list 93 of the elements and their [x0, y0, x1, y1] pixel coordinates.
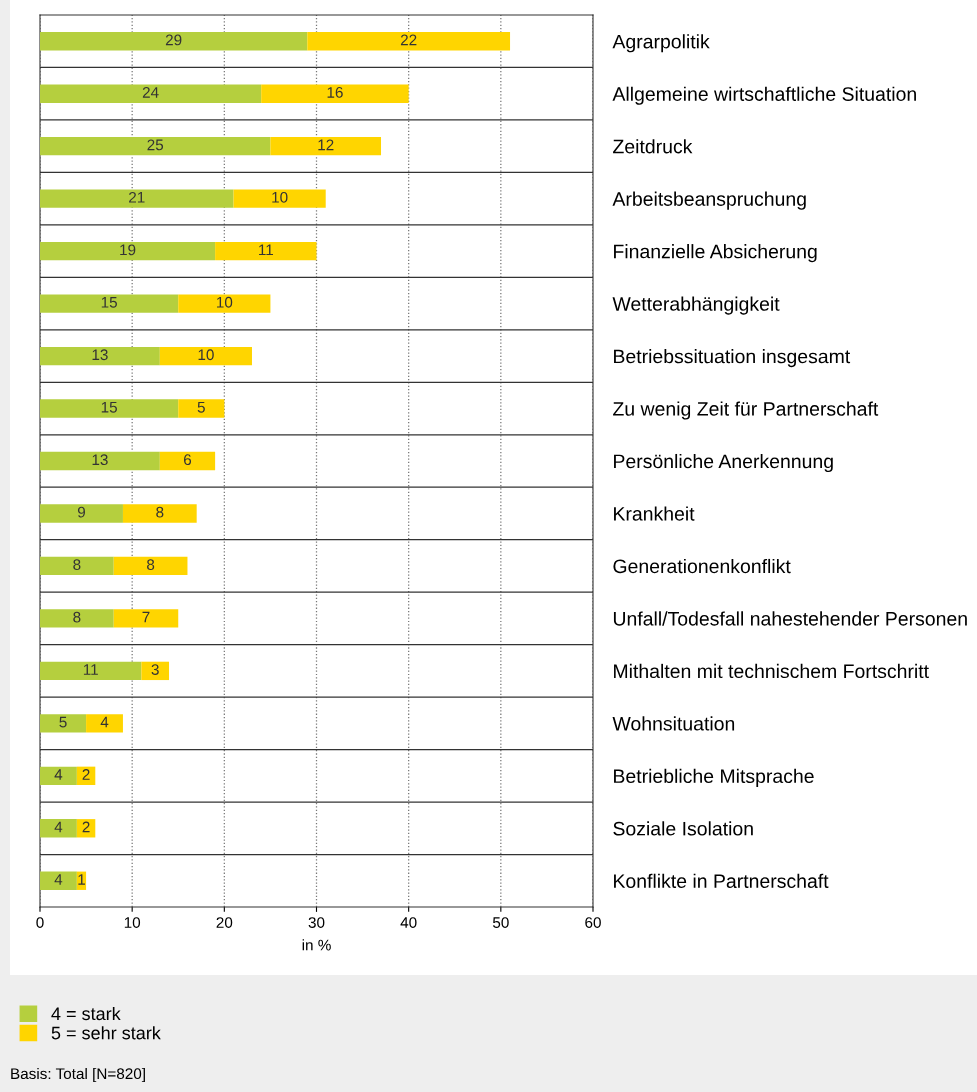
bar [40, 136, 271, 156]
y-tick-label: Agrarpolitik [612, 34, 710, 53]
bar [215, 241, 317, 261]
data-label: 1 [78, 874, 85, 885]
data-label: 5 [197, 401, 205, 413]
x-tick-label: 10 [124, 917, 141, 928]
legend-label: 5 = sehr stark [51, 1026, 161, 1040]
data-label: 11 [83, 664, 98, 675]
bar [40, 189, 234, 208]
data-label: 13 [92, 349, 108, 361]
y-tick-label: Zeitdruck [613, 139, 693, 154]
y-tick-label: Konflikte in Partnerschaft [614, 873, 829, 888]
bar [86, 714, 123, 733]
x-axis-title: in % [302, 939, 331, 951]
bar [307, 32, 511, 51]
data-label: 10 [272, 191, 288, 203]
data-label: 15 [101, 401, 117, 413]
y-tick-label: Wohnsituation [612, 716, 735, 731]
data-label: 15 [101, 297, 117, 308]
y-tick-label: Zu wenig Zeit für Partnerschaft [613, 401, 879, 420]
bar [40, 451, 160, 471]
bar [159, 451, 216, 471]
data-label: 16 [327, 86, 343, 98]
data-label: 13 [92, 454, 108, 466]
bar [40, 609, 114, 628]
text: Basis: Total [N=820] [11, 1067, 145, 1083]
y-tick-label: Finanzielle Absicherung [614, 244, 817, 263]
data-label: 25 [147, 139, 164, 151]
bar [178, 399, 225, 418]
y-tick-label: Betriebliche Mitsprache [614, 768, 814, 787]
data-label: 4 [54, 874, 63, 885]
x-tick-label: 30 [308, 917, 325, 928]
data-label: 8 [147, 559, 155, 571]
data-label: 3 [151, 664, 159, 675]
bar [122, 504, 197, 523]
x-tick-label: 60 [585, 917, 601, 928]
data-label: 29 [165, 34, 182, 46]
bar [113, 609, 179, 628]
bar [40, 346, 160, 366]
data-label: 21 [129, 191, 145, 203]
data-label: 22 [400, 34, 417, 46]
y-tick-label: Wetterabhängigkeit [612, 296, 780, 315]
data-label: 6 [183, 454, 192, 466]
bar [141, 661, 170, 681]
data-label: 4 [54, 821, 63, 833]
bar [233, 189, 326, 208]
legend-label: 4 = stark [51, 1006, 121, 1021]
bar [40, 556, 114, 576]
data-label: 8 [73, 611, 81, 623]
bar [40, 766, 77, 786]
data-label: 2 [82, 769, 90, 780]
bar [40, 399, 179, 418]
y-tick-label: Generationenkonflikt [613, 558, 791, 574]
bar [261, 84, 409, 103]
data-label: 9 [77, 506, 85, 518]
y-tick-label: Arbeitsbeanspruchung [612, 191, 806, 210]
bar [40, 241, 216, 261]
bar [40, 84, 262, 103]
y-tick-label: Soziale Isolation [613, 821, 753, 836]
data-label: 7 [142, 611, 150, 623]
data-label: 4 [54, 769, 63, 780]
data-label: 11 [259, 244, 273, 256]
y-tick-label: Betriebssituation insgesamt [614, 349, 851, 368]
y-tick-label: Allgemeine wirtschaftliche Situation [612, 86, 916, 105]
x-tick-label: 20 [216, 917, 233, 928]
bar [270, 136, 382, 156]
y-tick-label: Unfall/Todesfall nahestehender Personen [613, 611, 967, 626]
y-tick-label: Persönliche Anerkennung [614, 453, 833, 473]
data-label: 24 [142, 86, 159, 98]
bar [40, 504, 123, 523]
data-label: 8 [73, 559, 81, 571]
data-label: 10 [217, 296, 233, 308]
bar [113, 556, 188, 576]
bar [40, 871, 77, 890]
data-label: 19 [120, 244, 136, 256]
bar [159, 346, 252, 366]
x-tick-label: 0 [36, 917, 44, 928]
bar [178, 294, 271, 313]
bar [40, 294, 179, 313]
data-label: 12 [318, 139, 334, 151]
y-tick-label: Mithalten mit technischem Fortschritt [614, 663, 929, 679]
x-tick-label: 40 [400, 917, 417, 928]
y-tick-label: Krankheit [614, 506, 695, 521]
data-label: 5 [59, 716, 67, 728]
data-label: 8 [156, 506, 164, 518]
x-tick-label: 50 [492, 917, 509, 928]
bar [40, 714, 87, 733]
data-label: 4 [100, 716, 109, 728]
bar [40, 661, 142, 681]
data-label: 10 [198, 349, 214, 361]
bar [40, 32, 308, 51]
data-label: 2 [82, 821, 90, 833]
bar [40, 819, 77, 838]
